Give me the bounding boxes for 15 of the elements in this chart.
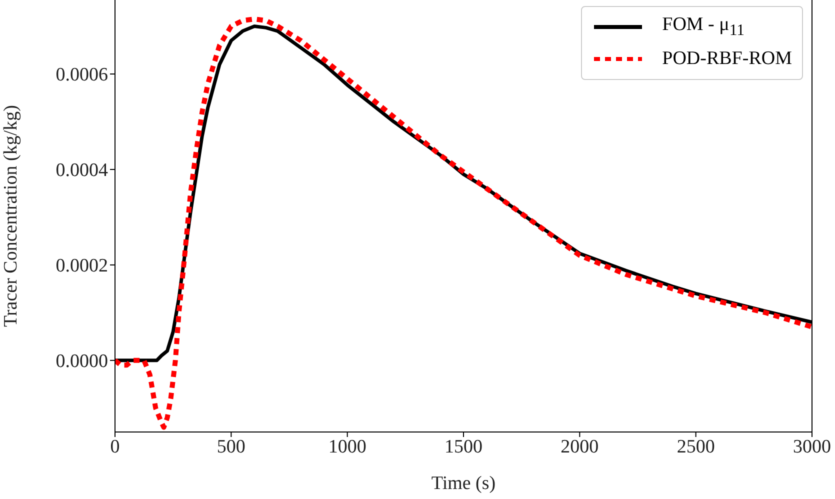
legend-label: FOM - μ$_{11}$ xyxy=(662,14,745,40)
x-tick-label: 1000 xyxy=(328,436,366,458)
x-tick-label: 1500 xyxy=(444,436,482,458)
y-tick-label: 0.0002 xyxy=(56,256,108,277)
y-tick-label: 0.0000 xyxy=(56,351,108,372)
x-tick-label: 3000 xyxy=(793,436,831,458)
legend-label: POD-RBF-ROM xyxy=(662,48,792,70)
x-tick-label: 2500 xyxy=(676,436,715,458)
x-tick-label: 0 xyxy=(110,436,120,458)
x-tick-label: 500 xyxy=(216,436,246,458)
y-tick-label: 0.0006 xyxy=(56,64,108,86)
x-tick-label: 2000 xyxy=(560,436,599,458)
y-tick-label: 0.0004 xyxy=(56,160,108,182)
x-axis-title: Time (s) xyxy=(431,473,496,494)
y-axis-title: Tracer Concentration (kg/kg) xyxy=(0,105,22,327)
